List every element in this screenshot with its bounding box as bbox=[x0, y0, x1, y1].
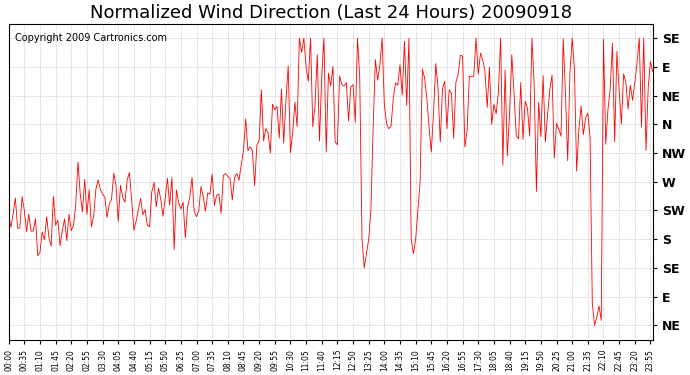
Text: Copyright 2009 Cartronics.com: Copyright 2009 Cartronics.com bbox=[15, 33, 167, 43]
Title: Normalized Wind Direction (Last 24 Hours) 20090918: Normalized Wind Direction (Last 24 Hours… bbox=[90, 4, 572, 22]
